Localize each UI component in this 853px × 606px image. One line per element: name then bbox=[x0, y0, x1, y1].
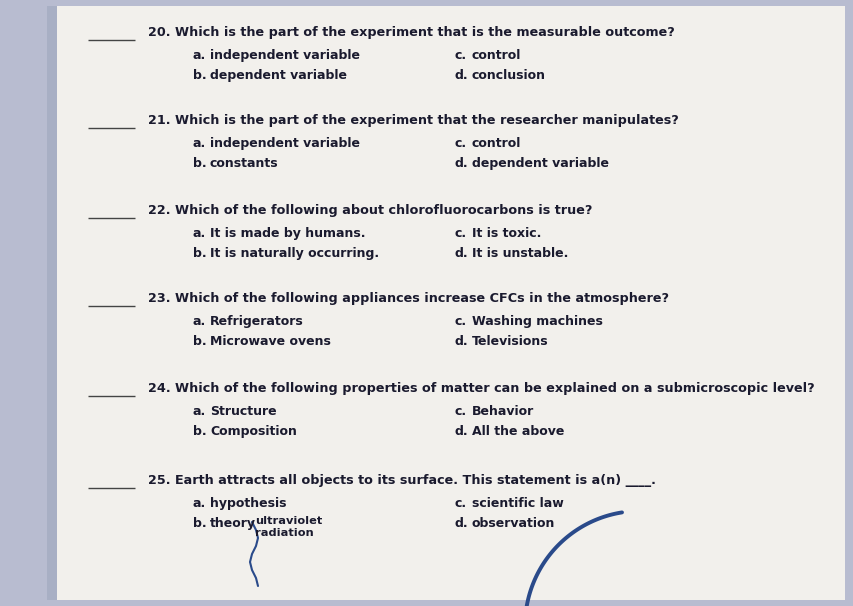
Text: a.: a. bbox=[193, 49, 206, 62]
Text: a.: a. bbox=[193, 315, 206, 328]
Text: d.: d. bbox=[455, 69, 468, 82]
Text: hypothesis: hypothesis bbox=[210, 497, 286, 510]
Text: Which of the following properties of matter can be explained on a submicroscopic: Which of the following properties of mat… bbox=[175, 382, 814, 395]
Text: scientific law: scientific law bbox=[472, 497, 563, 510]
Text: b.: b. bbox=[193, 517, 206, 530]
Text: Structure: Structure bbox=[210, 405, 276, 418]
Text: It is toxic.: It is toxic. bbox=[472, 227, 541, 240]
Text: d.: d. bbox=[455, 335, 468, 348]
Text: constants: constants bbox=[210, 157, 278, 170]
Text: conclusion: conclusion bbox=[472, 69, 545, 82]
Text: b.: b. bbox=[193, 335, 206, 348]
Text: Refrigerators: Refrigerators bbox=[210, 315, 304, 328]
Text: Which of the following appliances increase CFCs in the atmosphere?: Which of the following appliances increa… bbox=[175, 292, 668, 305]
Text: d.: d. bbox=[455, 425, 468, 438]
Text: 23.: 23. bbox=[148, 292, 171, 305]
Text: theory: theory bbox=[210, 517, 256, 530]
Text: Behavior: Behavior bbox=[472, 405, 534, 418]
Text: ultraviolet
radiation: ultraviolet radiation bbox=[255, 516, 322, 538]
Text: c.: c. bbox=[455, 497, 467, 510]
Text: independent variable: independent variable bbox=[210, 137, 360, 150]
Text: independent variable: independent variable bbox=[210, 49, 360, 62]
Text: c.: c. bbox=[455, 315, 467, 328]
Text: b.: b. bbox=[193, 425, 206, 438]
Text: Composition: Composition bbox=[210, 425, 297, 438]
Text: c.: c. bbox=[455, 49, 467, 62]
Text: d.: d. bbox=[455, 247, 468, 260]
Text: a.: a. bbox=[193, 405, 206, 418]
Text: b.: b. bbox=[193, 247, 206, 260]
Text: 20.: 20. bbox=[148, 26, 171, 39]
Text: 22.: 22. bbox=[148, 204, 171, 217]
Text: It is unstable.: It is unstable. bbox=[472, 247, 568, 260]
Text: It is naturally occurring.: It is naturally occurring. bbox=[210, 247, 379, 260]
Text: c.: c. bbox=[455, 227, 467, 240]
Text: d.: d. bbox=[455, 157, 468, 170]
Text: control: control bbox=[472, 49, 521, 62]
Text: Which of the following about chlorofluorocarbons is true?: Which of the following about chlorofluor… bbox=[175, 204, 592, 217]
Text: dependent variable: dependent variable bbox=[210, 69, 346, 82]
Text: All the above: All the above bbox=[472, 425, 564, 438]
Text: a.: a. bbox=[193, 497, 206, 510]
Text: dependent variable: dependent variable bbox=[472, 157, 608, 170]
Text: 21.: 21. bbox=[148, 114, 171, 127]
Text: b.: b. bbox=[193, 157, 206, 170]
Text: Microwave ovens: Microwave ovens bbox=[210, 335, 330, 348]
Text: c.: c. bbox=[455, 405, 467, 418]
Text: 25.: 25. bbox=[148, 474, 171, 487]
Text: a.: a. bbox=[193, 227, 206, 240]
Text: c.: c. bbox=[455, 137, 467, 150]
Text: d.: d. bbox=[455, 517, 468, 530]
Text: Televisions: Televisions bbox=[472, 335, 548, 348]
Text: observation: observation bbox=[472, 517, 554, 530]
Text: Washing machines: Washing machines bbox=[472, 315, 602, 328]
Text: a.: a. bbox=[193, 137, 206, 150]
Text: It is made by humans.: It is made by humans. bbox=[210, 227, 365, 240]
Text: Which is the part of the experiment that is the measurable outcome?: Which is the part of the experiment that… bbox=[175, 26, 674, 39]
Text: control: control bbox=[472, 137, 521, 150]
Text: Which is the part of the experiment that the researcher manipulates?: Which is the part of the experiment that… bbox=[175, 114, 678, 127]
Text: Earth attracts all objects to its surface. This statement is a(n) ____.: Earth attracts all objects to its surfac… bbox=[175, 474, 655, 487]
Text: 24.: 24. bbox=[148, 382, 171, 395]
Text: b.: b. bbox=[193, 69, 206, 82]
